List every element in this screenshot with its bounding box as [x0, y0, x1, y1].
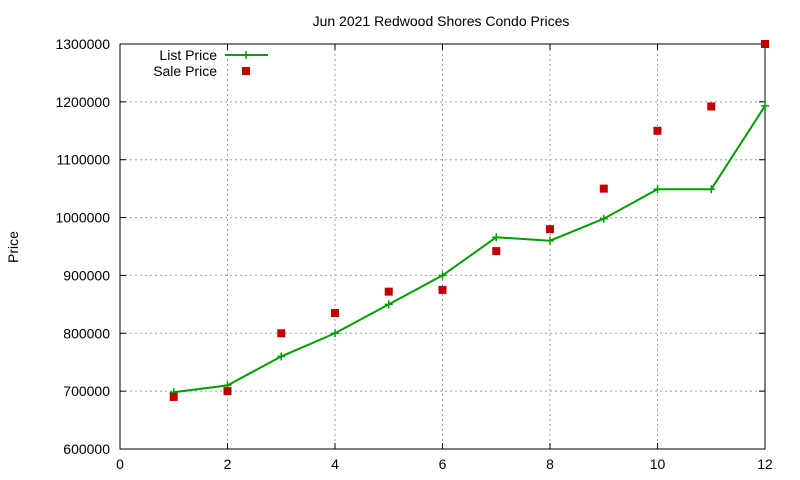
sale-price-point: [653, 126, 662, 135]
sale-price-point: [384, 287, 393, 296]
y-tick-label: 800000: [63, 325, 110, 341]
sale-price-point: [707, 102, 716, 111]
y-tick-label: 700000: [63, 383, 110, 399]
legend-label: List Price: [159, 47, 217, 63]
legend-plus-marker: [242, 51, 250, 59]
list-price-point: [384, 300, 393, 309]
sale-price-point: [492, 247, 501, 256]
x-tick-label: 10: [650, 456, 666, 472]
sale-price-point: [331, 309, 339, 318]
x-tick-label: 4: [331, 456, 339, 472]
list-price-point: [331, 329, 339, 338]
list-price-point: [492, 233, 501, 242]
sale-price-point: [438, 285, 447, 294]
y-tick-label: 1100000: [57, 152, 111, 168]
sale-price-point: [546, 225, 554, 234]
chart-title: Jun 2021 Redwood Shores Condo Prices: [313, 13, 570, 29]
sale-price-point: [169, 392, 178, 401]
list-price-point: [546, 236, 554, 245]
x-tick-label: 2: [224, 456, 232, 472]
series-sale-price: [169, 40, 769, 401]
sale-price-point: [223, 387, 232, 396]
series-layer: [169, 40, 769, 401]
sale-price-point: [761, 40, 769, 48]
x-tick-label: 6: [439, 456, 447, 472]
list-price-point: [438, 271, 447, 280]
legend-square-marker: [242, 67, 250, 75]
sale-price-point: [599, 184, 608, 193]
legend-label: Sale Price: [153, 63, 217, 79]
x-tick-label: 12: [757, 456, 773, 472]
list-price-point: [653, 185, 662, 194]
list-price-point: [277, 352, 286, 361]
y-tick-label: 1300000: [55, 36, 110, 52]
y-tick-label: 1000000: [55, 210, 110, 226]
y-tick-label: 900000: [63, 267, 110, 283]
series-list-price: [169, 101, 769, 397]
list-price-point: [761, 101, 769, 110]
sale-price-point: [277, 329, 286, 338]
grid: [120, 44, 765, 449]
axis-ticks: 0 2 4 6 8 10 12 600000 700000 800000 900000 1000000…: [55, 36, 773, 472]
x-tick-label: 0: [116, 456, 124, 472]
y-tick-label: 1200000: [55, 94, 110, 110]
list-price-point: [599, 214, 608, 223]
y-tick-label: 600000: [63, 441, 110, 457]
list-price-line: [173, 105, 766, 394]
y-axis-label: Price: [5, 231, 21, 263]
x-tick-label: 8: [546, 456, 554, 472]
list-price-point: [707, 185, 716, 194]
